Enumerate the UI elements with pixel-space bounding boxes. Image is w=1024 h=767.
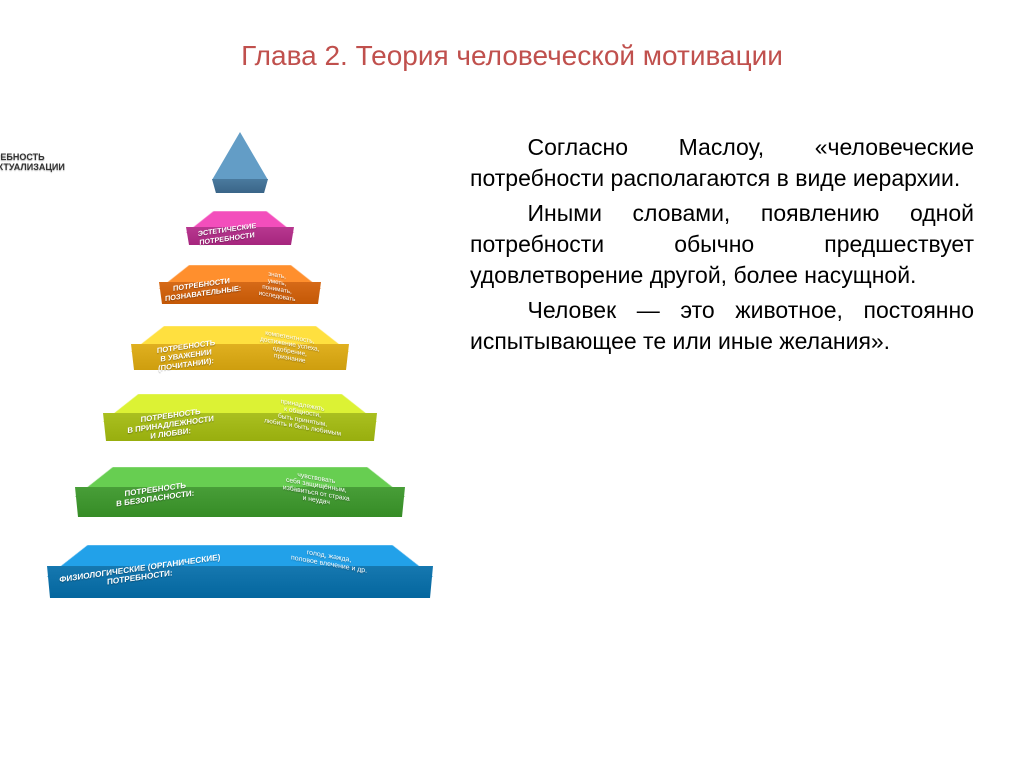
paragraph-2: Иными словами, появлению одной потребнос… [470,198,974,291]
pyramid-layer-0-label: ПОТРЕБНОСТЬ В САМОАКТУАЛИЗАЦИИ [0,152,70,172]
body-text: Согласно Маслоу, «человеческие потребнос… [470,132,974,632]
slide-title: Глава 2. Теория человеческой мотивации [50,40,974,72]
pyramid-layer-0-top [212,132,268,180]
paragraph-3: Человек — это животное, постоянно испыты… [470,295,974,357]
pyramid-layer-0-front [212,179,268,193]
paragraph-1: Согласно Маслоу, «человеческие потребнос… [470,132,974,194]
content-row: ПОТРЕБНОСТЬ В САМОАКТУАЛИЗАЦИИ ЭСТЕТИЧЕС… [50,132,974,632]
maslow-pyramid: ПОТРЕБНОСТЬ В САМОАКТУАЛИЗАЦИИ ЭСТЕТИЧЕС… [50,132,430,632]
slide: Глава 2. Теория человеческой мотивации П… [0,0,1024,767]
